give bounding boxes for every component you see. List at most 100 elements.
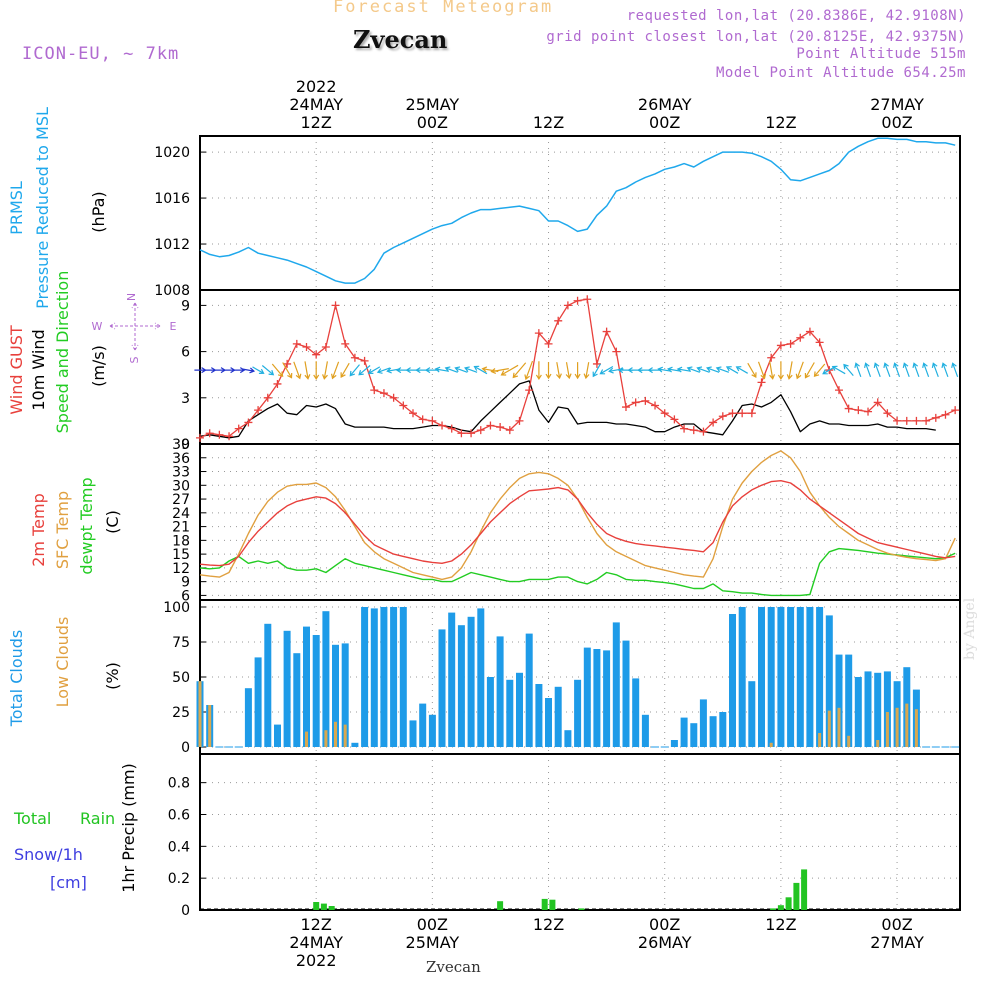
wind-gust-marker — [844, 404, 853, 413]
wind-gust-marker — [283, 359, 292, 368]
total-clouds-bar — [632, 678, 640, 747]
wind-gust-marker — [476, 426, 485, 435]
precip-bar — [549, 899, 556, 910]
compass-east: E — [170, 320, 177, 333]
pressure-title-long: Pressure Reduced to MSL — [33, 107, 52, 309]
wind-direction-arrow — [535, 361, 542, 381]
total-clouds-bar — [758, 607, 765, 747]
wind-gust-marker — [350, 353, 359, 362]
total-clouds-bar — [525, 633, 533, 747]
grid-point-coords: grid point closest lon,lat (20.8125E, 42… — [546, 29, 966, 45]
wind-gust-marker — [805, 327, 814, 336]
low-clouds-bar — [914, 709, 918, 747]
wind-gust-marker — [592, 359, 601, 368]
wind-gust-marker — [621, 403, 630, 412]
precip-bar — [770, 908, 777, 910]
total-clouds-bar — [467, 616, 475, 747]
total-clouds-bar — [641, 714, 649, 747]
top-axis-label: 00Z — [649, 113, 680, 132]
wind-gust-marker — [302, 342, 311, 351]
wind-direction-arrow — [941, 362, 949, 378]
wind-gust-marker — [563, 301, 572, 310]
total-clouds-bar — [806, 607, 814, 747]
temperature-ytick-label: 36 — [172, 451, 190, 467]
wind-direction-arrow — [565, 362, 572, 380]
top-axis-label: 00Z — [881, 113, 912, 132]
total-clouds-bar — [680, 717, 688, 747]
clouds-ytick-label: 75 — [172, 635, 190, 651]
wind-direction-arrow — [204, 367, 217, 374]
wind-direction-arrow — [434, 366, 449, 373]
low-clouds-bar — [769, 742, 773, 747]
wind-gust-marker — [196, 433, 204, 442]
wind-gust-marker — [408, 409, 417, 418]
total-clouds-bar — [767, 607, 775, 747]
total-clouds-bar — [835, 654, 843, 747]
total-clouds-bar — [399, 607, 407, 747]
precip-ytick-label: 0.4 — [168, 839, 190, 855]
low-clouds-bar — [198, 681, 202, 747]
wind-ytick-label: 9 — [181, 298, 190, 314]
wind-gust-marker — [331, 301, 340, 310]
total-clouds-bar — [496, 636, 504, 747]
total-clouds-title: Total Clouds — [7, 630, 26, 728]
total-clouds-bar — [390, 607, 398, 747]
total-clouds-bar — [864, 671, 872, 747]
wind-direction-arrow — [376, 367, 391, 374]
bottom-axis-label: 2022 — [296, 951, 337, 970]
model-label: ICON-EU, ~ 7km — [22, 44, 180, 64]
wind-direction-arrow — [367, 366, 381, 374]
total-clouds-bar — [244, 688, 252, 747]
precip-bar — [578, 908, 585, 910]
total-clouds-bar — [787, 607, 795, 747]
wind-gust-marker — [767, 353, 776, 362]
total-clouds-bar — [312, 635, 320, 747]
wind-direction-arrow — [706, 366, 720, 373]
bottom-axis-label: 26MAY — [638, 933, 692, 952]
wind-gust-marker — [912, 416, 921, 425]
temperature-ytick-label: 18 — [172, 533, 190, 549]
precip-bar — [328, 906, 335, 910]
wind-gust-marker — [776, 341, 785, 350]
low-clouds-bar — [895, 707, 899, 747]
wind-direction-arrow — [715, 366, 730, 373]
total-clouds-bar — [293, 653, 301, 747]
wind-gust-marker — [525, 386, 534, 395]
wind-gust-marker — [312, 350, 321, 359]
total-clouds-bar — [486, 677, 494, 747]
wind-gust-marker — [360, 356, 369, 365]
clouds-ytick-label: 25 — [172, 705, 190, 721]
wind-gust-marker — [225, 432, 234, 441]
low-clouds-bar — [876, 740, 880, 747]
pressure-frame — [199, 135, 961, 291]
model-point-altitude: Model Point Altitude 654.25m — [715, 65, 966, 81]
wind-direction-arrow — [545, 362, 552, 380]
precip-ytick-label: 0.6 — [168, 807, 190, 823]
precip-legend-rain: Rain — [80, 809, 115, 828]
total-clouds-bar — [883, 671, 891, 747]
total-clouds-bar — [719, 712, 727, 747]
wind-gust-marker — [244, 418, 253, 427]
total-clouds-bar — [457, 625, 465, 747]
wind-direction-arrow — [657, 366, 672, 373]
total-clouds-bar — [419, 703, 427, 747]
wind-gust-marker — [883, 409, 892, 418]
wind-ytick-label: 0 — [181, 437, 190, 453]
bottom-axis-label: 00Z — [881, 915, 912, 934]
total-clouds-bar — [554, 686, 562, 747]
wind-direction-arrow — [864, 362, 872, 378]
pressure-line — [199, 137, 956, 284]
temperature-ytick-label: 21 — [172, 520, 190, 536]
wind-gust-marker — [418, 415, 427, 424]
precip-legend-snow: Snow/1h — [14, 845, 83, 864]
wind-direction-arrow — [725, 366, 739, 374]
wind-gust-marker — [631, 398, 640, 407]
total-clouds-bar — [574, 679, 582, 747]
low-clouds-bar — [847, 735, 851, 747]
bottom-axis-label: 25MAY — [406, 933, 460, 952]
sfc-temp-line — [199, 450, 956, 581]
precip-frame — [199, 753, 961, 911]
precip-ytick-label: 0 — [181, 903, 190, 919]
wind-gust-marker — [467, 429, 476, 438]
wind-direction-arrow — [843, 363, 854, 376]
